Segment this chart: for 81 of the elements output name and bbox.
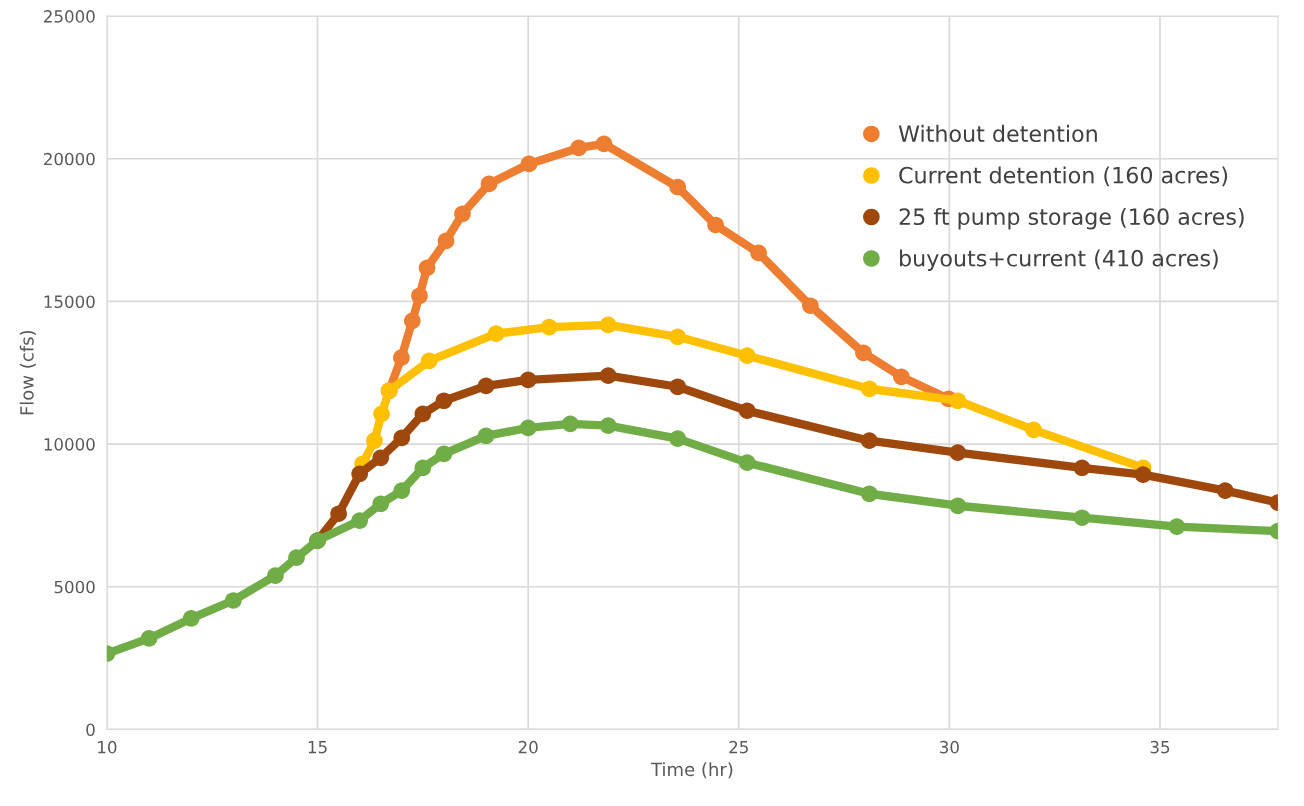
point: [520, 155, 538, 173]
point: [802, 297, 819, 315]
x-tick-label: 35: [1150, 740, 1170, 754]
point: [519, 371, 537, 389]
point: [393, 349, 410, 366]
x-tick-label: 30: [940, 740, 959, 754]
point: [414, 459, 432, 477]
point: [487, 325, 505, 343]
point: [477, 377, 495, 395]
point: [373, 405, 390, 423]
point: [372, 495, 390, 513]
point: [519, 419, 537, 437]
point: [411, 287, 428, 305]
point: [561, 415, 579, 433]
point: [1216, 482, 1234, 499]
point: [393, 482, 411, 499]
point: [738, 454, 756, 471]
point: [437, 232, 455, 250]
point: [351, 512, 368, 529]
point: [738, 402, 756, 420]
point: [418, 259, 436, 277]
point: [393, 429, 411, 447]
y-tick-label: 15000: [44, 295, 95, 309]
point: [861, 432, 878, 450]
point: [599, 417, 617, 434]
point: [949, 497, 967, 515]
point: [454, 205, 471, 223]
point: [267, 567, 284, 584]
point: [1134, 466, 1152, 483]
point: [750, 244, 767, 262]
point: [669, 328, 687, 346]
point: [288, 549, 305, 566]
point: [949, 444, 967, 461]
point: [738, 347, 756, 364]
point: [414, 405, 432, 423]
point: [707, 216, 724, 234]
point: [435, 445, 453, 463]
point: [140, 630, 158, 647]
point: [669, 378, 687, 396]
legend-label: Current detention (160 acres): [899, 166, 1228, 187]
point: [403, 312, 421, 330]
point: [477, 427, 495, 445]
point: [669, 430, 687, 448]
point: [861, 485, 878, 503]
point: [855, 344, 872, 362]
point: [599, 316, 617, 334]
point: [1025, 421, 1042, 439]
x-tick-label: 10: [98, 740, 117, 754]
x-tick-label: 20: [518, 740, 538, 754]
y-tick-label: 5000: [54, 580, 95, 594]
point: [330, 505, 347, 523]
point: [599, 367, 617, 384]
point: [893, 368, 910, 386]
point: [435, 392, 453, 410]
point: [669, 178, 687, 196]
point: [595, 135, 613, 153]
point: [861, 380, 878, 398]
legend-label: 25 ft pump storage (160 acres): [899, 207, 1244, 230]
point: [420, 352, 438, 370]
point: [480, 175, 498, 193]
legend-label: Without detention: [898, 124, 1097, 143]
point: [949, 392, 967, 410]
x-tick-label: 15: [308, 741, 327, 754]
y-tick-label: 0: [86, 723, 95, 736]
point: [1168, 518, 1186, 535]
point: [540, 318, 558, 336]
x-tick-label: 25: [729, 740, 748, 754]
y-tick-label: 25000: [44, 10, 95, 23]
y-tick-label: 10000: [44, 438, 95, 451]
y-tick-label: 20000: [44, 152, 95, 166]
point: [182, 610, 200, 627]
point: [351, 465, 368, 483]
point: [366, 432, 383, 450]
point: [570, 139, 588, 157]
point: [372, 449, 390, 467]
point: [1073, 459, 1091, 477]
x-axis-title: Time (hr): [650, 762, 733, 779]
point: [1073, 509, 1091, 527]
y-axis-title: Flow (cfs): [19, 330, 36, 415]
legend-label: buyouts+current (410 acres): [900, 249, 1218, 271]
point: [224, 592, 242, 609]
